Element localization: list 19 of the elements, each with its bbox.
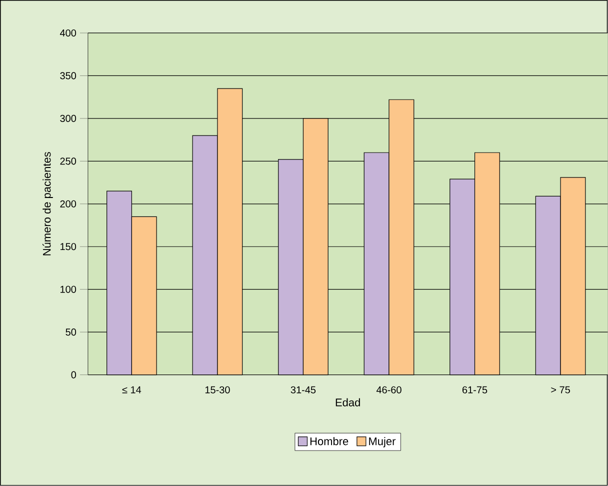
y-tick-label: 300 (60, 115, 76, 122)
x-tick-label: 46-60 (376, 386, 402, 394)
x-tick-label: 31-45 (290, 386, 316, 394)
y-tick-label: 400 (60, 30, 76, 37)
y-axis-title: Número de pacientes (42, 152, 53, 256)
x-tick-label: ≤ 14 (122, 386, 142, 394)
y-tick-label: 250 (60, 158, 76, 165)
y-tick-label: 150 (60, 243, 76, 250)
legend-label: Mujer (369, 437, 396, 448)
y-tick-label: 100 (60, 286, 76, 294)
x-tick-label: 15-30 (205, 386, 230, 394)
x-tick-label: > 75 (551, 386, 570, 394)
y-tick-label: 350 (60, 72, 76, 80)
x-tick-label: 61-75 (462, 386, 488, 394)
y-tick-label: 200 (60, 200, 76, 208)
y-tick-label: 0 (71, 371, 76, 378)
legend-label: Hombre (310, 437, 348, 446)
x-axis-title: Edad (336, 398, 360, 406)
y-tick-label: 50 (66, 328, 76, 336)
